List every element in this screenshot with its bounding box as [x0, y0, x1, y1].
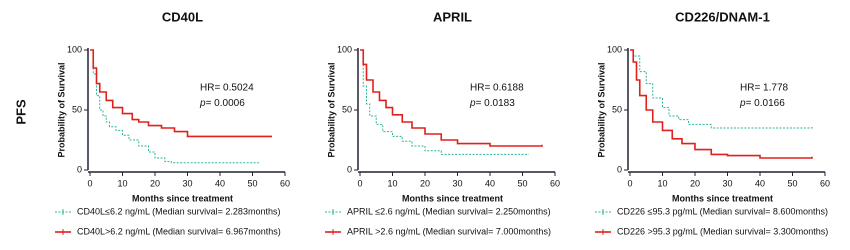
- legend-label: APRIL >2.6 ng/mL (Median survival= 7.000…: [347, 226, 551, 236]
- x-tick-label: 30: [722, 178, 732, 188]
- y-tick-label: 0: [347, 164, 352, 174]
- x-tick-label: 50: [517, 178, 527, 188]
- legend-label: CD226 >95.3 pg/mL (Median survival= 3.30…: [617, 226, 828, 236]
- y-tick-label: 100: [607, 44, 622, 54]
- x-tick-label: 20: [420, 178, 430, 188]
- x-tick-label: 10: [117, 178, 127, 188]
- x-tick-label: 40: [215, 178, 225, 188]
- hazard-ratio: HR= 0.5024: [200, 83, 254, 94]
- x-axis-label: Months since treatment: [402, 193, 503, 203]
- survival-curve: [360, 49, 543, 147]
- y-tick-label: 0: [617, 164, 622, 174]
- y-tick-label: 100: [67, 44, 82, 54]
- x-tick-label: 40: [755, 178, 765, 188]
- chart-title: APRIL: [433, 9, 472, 24]
- y-tick-label: 0: [77, 164, 82, 174]
- legend-label: CD40L≤6.2 ng/mL (Median survival= 2.283m…: [77, 206, 280, 216]
- x-tick-label: 0: [357, 178, 362, 188]
- p-text: = 0.0006: [206, 98, 246, 109]
- x-tick-label: 30: [452, 178, 462, 188]
- x-tick-label: 60: [820, 178, 830, 188]
- x-tick-label: 0: [87, 178, 92, 188]
- legend-label: CD40L>6.2 ng/mL (Median survival= 6.967m…: [77, 226, 281, 236]
- y-axis-label: Probability of Survival: [326, 62, 336, 157]
- survival-curve: [630, 49, 813, 159]
- x-axis-label: Months since treatment: [132, 193, 233, 203]
- y-axis-label: Probability of Survival: [56, 62, 66, 157]
- p-symbol: p: [199, 98, 206, 109]
- x-tick-label: 60: [280, 178, 290, 188]
- y-tick-label: 50: [612, 104, 622, 114]
- p-symbol: p: [739, 98, 746, 109]
- chart-title: CD40L: [162, 9, 203, 24]
- legend-label: CD226 ≤95.3 pg/mL (Median survival= 8.60…: [617, 206, 828, 216]
- y-axis-label: Probability of Survival: [596, 62, 606, 157]
- p-text: = 0.0183: [476, 98, 516, 109]
- chart-title: CD226/DNAM-1: [675, 9, 770, 24]
- x-axis-label: Months since treatment: [672, 193, 773, 203]
- p-value: p= 0.0006: [199, 98, 245, 109]
- x-tick-label: 40: [485, 178, 495, 188]
- p-symbol: p: [469, 98, 476, 109]
- hazard-ratio: HR= 0.6188: [470, 83, 524, 94]
- x-tick-label: 30: [182, 178, 192, 188]
- survival-curve: [90, 49, 272, 138]
- x-tick-label: 60: [550, 178, 560, 188]
- x-tick-label: 50: [247, 178, 257, 188]
- row-label: PFS: [13, 99, 28, 125]
- survival-curve: [360, 49, 529, 155]
- y-tick-label: 50: [342, 104, 352, 114]
- x-tick-label: 20: [690, 178, 700, 188]
- y-tick-label: 50: [72, 104, 82, 114]
- x-tick-label: 10: [657, 178, 667, 188]
- x-tick-label: 50: [787, 178, 797, 188]
- p-text: = 0.0166: [746, 98, 786, 109]
- p-value: p= 0.0166: [739, 98, 785, 109]
- survival-curve: [90, 49, 259, 164]
- legend-label: APRIL ≤2.6 ng/mL (Median survival= 2.250…: [347, 206, 551, 216]
- p-value: p= 0.0183: [469, 98, 515, 109]
- survival-curve: [630, 49, 813, 129]
- y-tick-label: 100: [337, 44, 352, 54]
- x-tick-label: 0: [627, 178, 632, 188]
- x-tick-label: 20: [150, 178, 160, 188]
- hazard-ratio: HR= 1.778: [740, 83, 789, 94]
- x-tick-label: 10: [387, 178, 397, 188]
